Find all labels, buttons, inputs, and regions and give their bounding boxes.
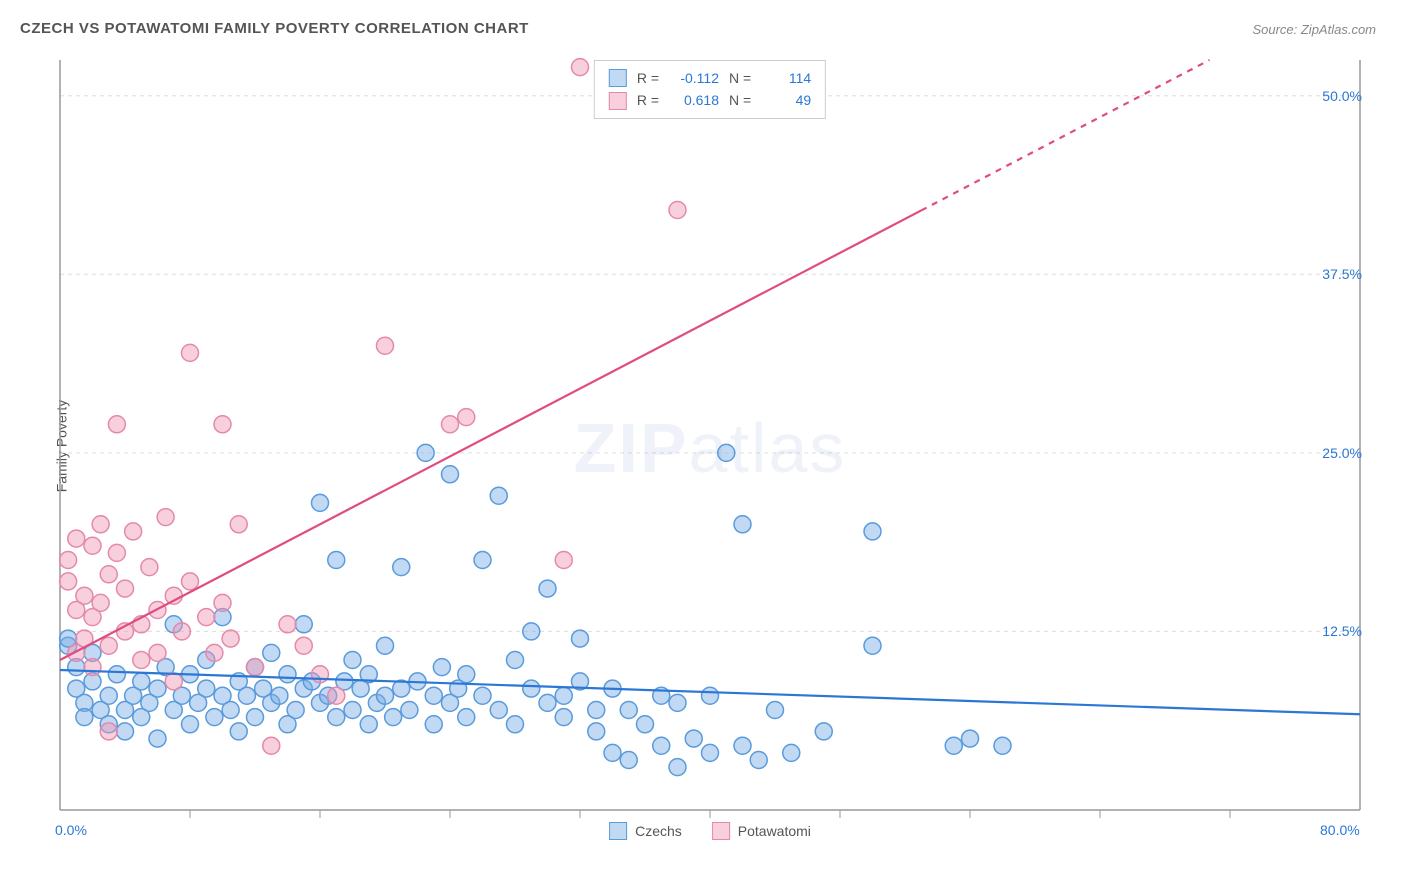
x-axis-min-label: 0.0% [55,822,87,838]
swatch-potawatomi-icon [712,822,730,840]
y-tick-label: 25.0% [1322,445,1362,461]
chart-title: CZECH VS POTAWATOMI FAMILY POVERTY CORRE… [20,20,529,37]
swatch-czechs-icon [609,822,627,840]
series-legend: Czechs Potawatomi [609,822,811,840]
chart-header: CZECH VS POTAWATOMI FAMILY POVERTY CORRE… [20,20,1386,50]
plot-area: ZIPatlas R = -0.112 N = 114 R = 0.618 N … [50,55,1370,840]
y-tick-label: 50.0% [1322,88,1362,104]
correlation-legend: R = -0.112 N = 114 R = 0.618 N = 49 [594,60,826,119]
scatter-chart-svg [50,55,1370,840]
legend-item-czechs: Czechs [609,822,682,840]
legend-item-potawatomi: Potawatomi [712,822,811,840]
swatch-potawatomi [609,92,627,110]
y-tick-label: 12.5% [1322,623,1362,639]
y-tick-label: 37.5% [1322,266,1362,282]
legend-row-potawatomi: R = 0.618 N = 49 [609,89,811,111]
source-attribution: Source: ZipAtlas.com [1252,22,1376,37]
legend-row-czechs: R = -0.112 N = 114 [609,67,811,89]
swatch-czechs [609,69,627,87]
x-axis-max-label: 80.0% [1320,822,1360,838]
